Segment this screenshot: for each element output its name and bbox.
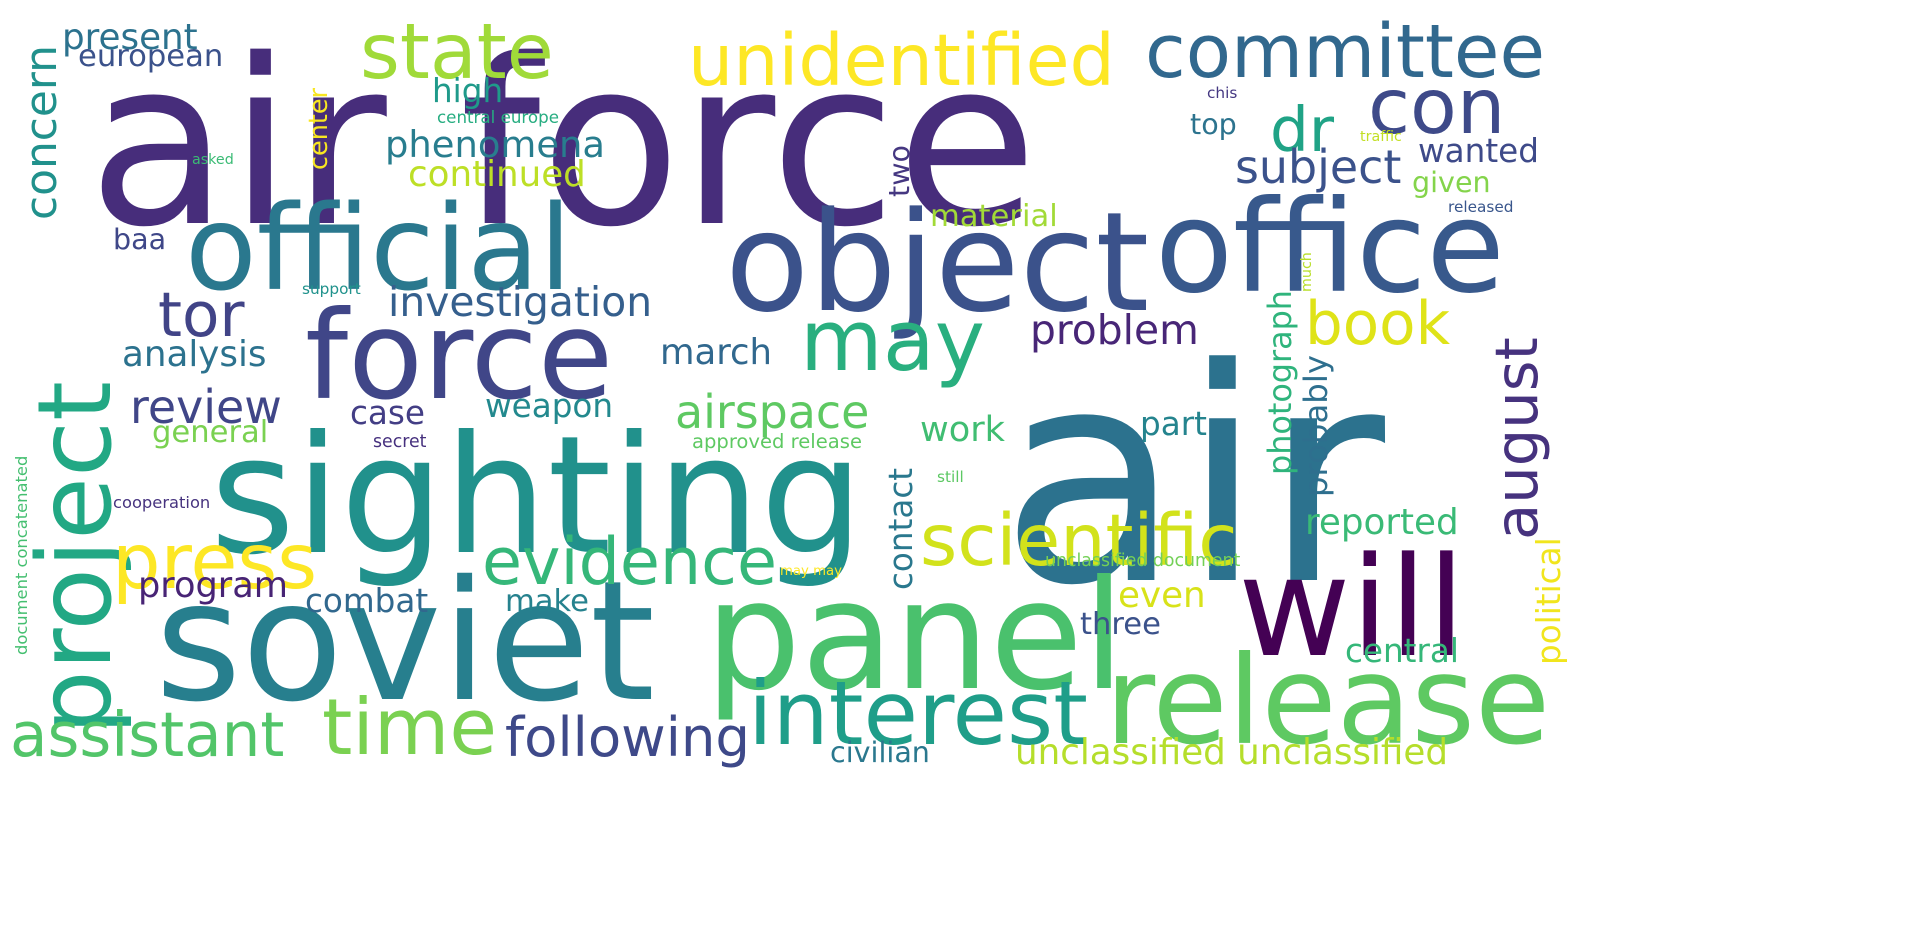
word-cooperation: cooperation xyxy=(113,493,211,512)
word-dr: dr xyxy=(1270,95,1334,166)
word-concern: concern xyxy=(16,45,67,220)
word-assistant: assistant xyxy=(10,700,285,771)
word-top: top xyxy=(1190,107,1237,141)
word-phenomena: phenomena xyxy=(385,123,605,166)
word-general: general xyxy=(152,415,269,450)
word-baa: baa xyxy=(113,222,167,256)
word-will: will xyxy=(1238,528,1466,688)
word-much: much xyxy=(1299,252,1315,292)
word-document-concatenated: document concatenated xyxy=(12,455,31,655)
word-central: central xyxy=(1345,632,1459,670)
word-still: still xyxy=(937,468,964,486)
word-secret: secret xyxy=(373,432,427,452)
word-two: two xyxy=(882,144,916,197)
word-approved-release: approved release xyxy=(692,430,862,453)
word-given: given xyxy=(1412,165,1491,199)
word-photograph: photograph xyxy=(1261,290,1299,475)
word-subject: subject xyxy=(1235,140,1402,194)
word-make: make xyxy=(505,584,589,619)
word-review: review xyxy=(130,380,282,434)
word-scientific: scientific xyxy=(920,499,1238,582)
word-panel: panel xyxy=(705,547,1125,724)
word-wanted: wanted xyxy=(1418,132,1539,170)
word-time: time xyxy=(322,683,497,773)
word-civilian: civilian xyxy=(830,735,930,769)
word-weapon: weapon xyxy=(485,387,614,425)
word-support: support xyxy=(302,280,361,298)
word-continued: continued xyxy=(408,154,586,195)
word-high: high xyxy=(432,72,504,110)
word-case: case xyxy=(350,394,425,432)
word-unidentified: unidentified xyxy=(688,19,1115,102)
word-released: released xyxy=(1448,198,1514,216)
word-work: work xyxy=(920,409,1005,450)
word-book: book xyxy=(1305,290,1451,359)
word-program: program xyxy=(138,565,288,606)
word-material: material xyxy=(930,199,1058,234)
word-may: may xyxy=(800,292,985,391)
word-state: state xyxy=(360,8,554,97)
word-present: present xyxy=(62,17,198,58)
word-con: con xyxy=(1368,63,1506,152)
word-analysis: analysis xyxy=(122,334,267,375)
word-problem: problem xyxy=(1030,306,1199,354)
word-airspace: airspace xyxy=(675,385,870,439)
word-committee: committee xyxy=(1145,9,1546,95)
word-office: office xyxy=(1155,174,1505,322)
word-center: center xyxy=(304,87,334,170)
word-reported: reported xyxy=(1305,502,1459,543)
word-press: press xyxy=(112,518,318,607)
word-contact: contact xyxy=(882,467,920,590)
word-traffic: traffic xyxy=(1360,129,1402,145)
word-unclassified-unclassified: unclassified unclassified xyxy=(1015,732,1449,773)
word-evidence: evidence xyxy=(482,525,777,600)
word-even: even xyxy=(1118,575,1206,616)
word-air-force: air force xyxy=(88,11,1038,278)
word-probably: probably xyxy=(1297,355,1335,497)
word-central-europe: central europe xyxy=(437,108,559,127)
word-soviet: soviet xyxy=(155,546,655,739)
word-unclassified-document: unclassified document xyxy=(1045,551,1241,571)
word-combat: combat xyxy=(305,582,429,620)
word-may-may: may may xyxy=(780,564,842,579)
word-following: following xyxy=(505,705,751,769)
word-part: part xyxy=(1140,405,1207,443)
word-chis: chis xyxy=(1207,84,1238,102)
word-force: force xyxy=(305,284,614,427)
word-march: march xyxy=(660,332,773,373)
word-object: object xyxy=(725,183,1150,343)
word-sighting: sighting xyxy=(210,402,864,591)
word-august: august xyxy=(1482,337,1551,540)
word-official: official xyxy=(185,180,572,317)
word-three: three xyxy=(1080,607,1161,642)
word-asked: asked xyxy=(192,152,234,168)
word-political: political xyxy=(1530,537,1568,665)
word-european: european xyxy=(78,39,224,74)
word-investigation: investigation xyxy=(388,278,653,326)
word-tor: tor xyxy=(158,280,245,351)
word-air: air xyxy=(1000,305,1386,650)
word-release: release xyxy=(1105,630,1551,772)
word-interest: interest xyxy=(748,662,1088,765)
